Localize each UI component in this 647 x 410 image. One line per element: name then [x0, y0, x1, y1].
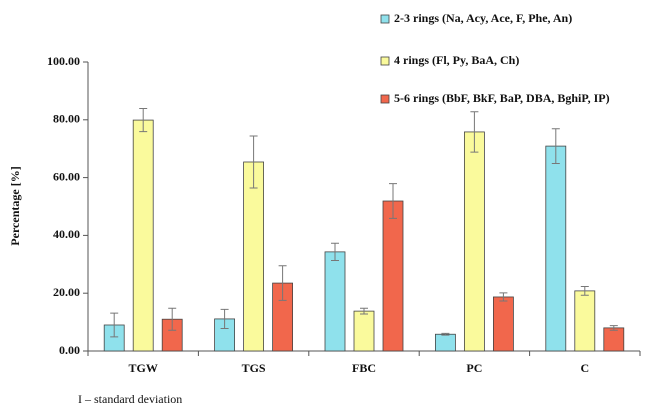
bar	[492, 296, 514, 352]
error-bar	[551, 128, 560, 164]
bar	[353, 310, 375, 352]
x-tick-label: TGW	[129, 361, 158, 375]
error-bar	[168, 307, 177, 331]
error-bar	[470, 111, 479, 153]
y-tick-label: 100.00	[47, 54, 80, 68]
y-tick-label: 80.00	[53, 112, 80, 126]
x-tick-label: TGS	[242, 361, 266, 375]
error-bar	[499, 292, 508, 302]
error-bar	[360, 307, 368, 315]
error-bar	[441, 332, 450, 336]
x-tick-label: C	[580, 361, 589, 375]
error-bar	[580, 286, 589, 296]
bar	[132, 119, 154, 352]
error-bar	[110, 312, 119, 338]
legend-swatch	[380, 56, 390, 66]
bar	[243, 161, 265, 352]
error-bar	[139, 108, 148, 133]
error-bar	[389, 183, 397, 219]
legend-label: 2-3 rings (Na, Acy, Ace, F, Phe, An)	[394, 11, 572, 25]
error-bar	[220, 308, 229, 329]
bar	[545, 145, 567, 352]
legend-label: 4 rings (Fl, Py, BaA, Ch)	[394, 53, 519, 67]
bar	[574, 290, 596, 352]
y-axis-label: Percentage [%]	[8, 166, 22, 245]
legend-label: 5-6 rings (BbF, BkF, BaP, DBA, BghiP, IP…	[394, 91, 610, 105]
note: I – standard deviation	[78, 392, 182, 406]
error-bar	[249, 135, 258, 189]
error-bar	[331, 242, 339, 262]
error-bar	[278, 265, 287, 301]
bar	[434, 333, 456, 352]
legend-swatch	[380, 14, 390, 24]
x-tick-label: PC	[466, 361, 482, 375]
y-tick-label: 40.00	[53, 227, 80, 241]
bar	[603, 327, 625, 352]
bar	[324, 251, 346, 352]
error-bar	[609, 325, 618, 331]
y-tick-label: 60.00	[53, 169, 80, 183]
bar	[382, 200, 404, 352]
legend-swatch	[380, 94, 390, 104]
x-tick-label: FBC	[352, 361, 376, 375]
bar	[463, 131, 485, 352]
y-tick-label: 20.00	[53, 285, 80, 299]
y-tick-label: 0.00	[59, 343, 80, 357]
